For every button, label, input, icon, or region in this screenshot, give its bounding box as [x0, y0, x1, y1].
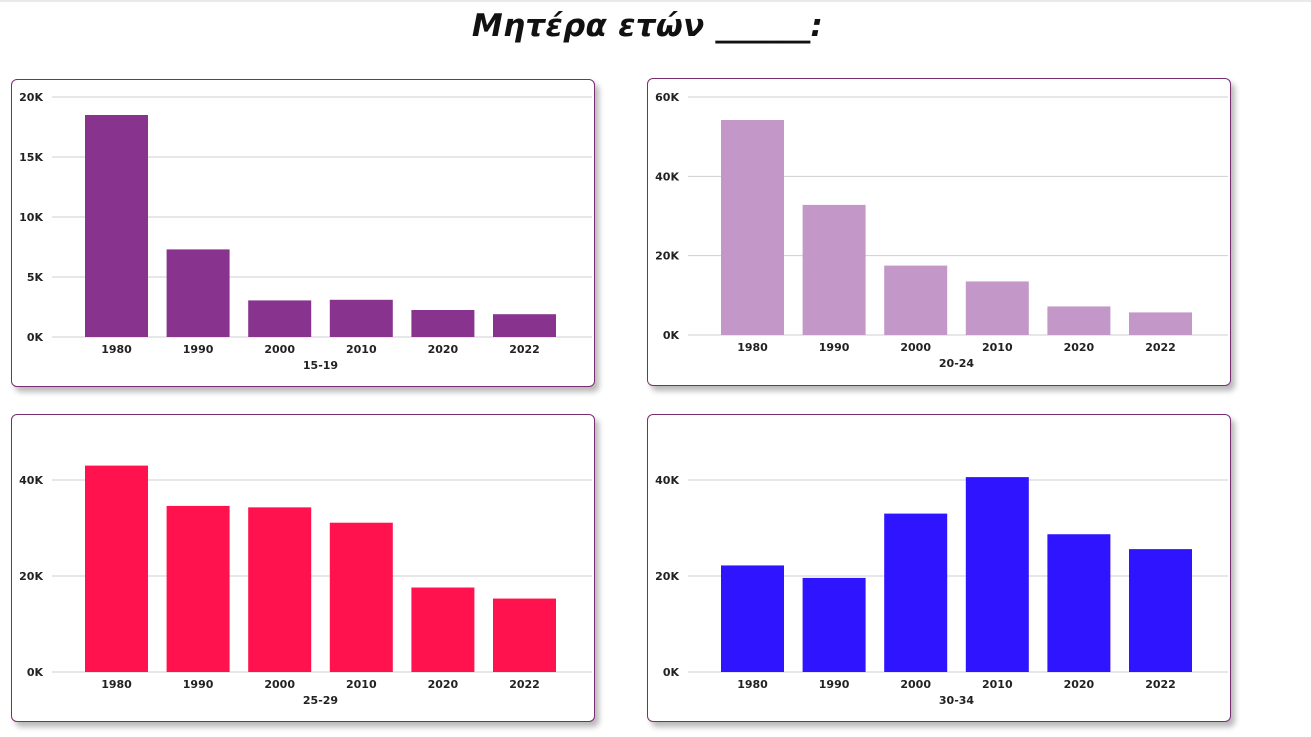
bar-2022[interactable] — [1129, 549, 1192, 672]
bar-2020[interactable] — [411, 310, 475, 337]
y-tick-label: 0K — [27, 666, 44, 679]
y-tick-label: 0K — [27, 331, 44, 344]
x-tick-label: 1980 — [101, 678, 132, 691]
x-axis-label: 25-29 — [303, 694, 338, 707]
x-tick-label: 1990 — [183, 343, 214, 356]
y-tick-label: 5K — [27, 271, 44, 284]
bar-2010[interactable] — [329, 522, 393, 672]
y-tick-label: 20K — [19, 91, 43, 104]
x-tick-label: 2000 — [264, 678, 295, 691]
x-tick-label: 2020 — [428, 343, 459, 356]
bar-2010[interactable] — [965, 477, 1029, 672]
y-tick-label: 15K — [19, 151, 43, 164]
x-tick-label: 1990 — [819, 341, 850, 354]
bar-2010[interactable] — [329, 299, 393, 337]
bar-1990[interactable] — [166, 249, 230, 337]
chart-panel-15-19: 0K 5K 10K 15K 20K 1980 1990 2000 2010 2020 2022 15-… — [11, 79, 595, 387]
x-tick-label: 1980 — [101, 343, 132, 356]
y-tick-label: 40K — [655, 474, 679, 487]
x-tick-label: 2010 — [982, 678, 1013, 691]
x-tick-label: 1990 — [183, 678, 214, 691]
bar-2000[interactable] — [248, 507, 312, 672]
y-tick-label: 0K — [663, 666, 680, 679]
y-tick-label: 0K — [663, 329, 680, 342]
y-tick-label: 20K — [19, 570, 43, 583]
bar-1990[interactable] — [802, 577, 866, 672]
bar-2020[interactable] — [1047, 534, 1111, 672]
x-tick-label: 2022 — [1145, 341, 1176, 354]
bar-chart-15-19: 0K 5K 10K 15K 20K 1980 1990 2000 2010 2020 2022 15-… — [19, 91, 592, 372]
x-tick-label: 2020 — [1064, 341, 1095, 354]
y-tick-label: 40K — [19, 474, 43, 487]
x-tick-label: 2022 — [509, 678, 540, 691]
x-axis-label: 15-19 — [303, 359, 338, 372]
bar-2020[interactable] — [1047, 306, 1111, 335]
x-tick-label: 1990 — [819, 678, 850, 691]
x-axis-label: 20-24 — [939, 357, 975, 370]
chart-panel-30-34: 0K 20K 40K 1980 1990 2000 2010 2020 2022 30-34 — [647, 414, 1231, 722]
y-tick-label: 20K — [655, 250, 679, 263]
bar-1980[interactable] — [85, 115, 148, 337]
bar-2000[interactable] — [884, 265, 948, 335]
x-tick-label: 2010 — [346, 343, 377, 356]
bar-chart-30-34: 0K 20K 40K 1980 1990 2000 2010 2020 2022 30-34 — [655, 474, 1228, 707]
x-tick-label: 2000 — [264, 343, 295, 356]
y-tick-label: 60K — [655, 91, 679, 104]
x-tick-label: 2000 — [900, 341, 931, 354]
bar-2000[interactable] — [248, 300, 312, 337]
bar-2000[interactable] — [884, 513, 948, 672]
y-tick-label: 20K — [655, 570, 679, 583]
bar-1980[interactable] — [721, 565, 784, 672]
x-axis-label: 30-34 — [939, 694, 975, 707]
bar-1980[interactable] — [721, 120, 784, 335]
x-tick-label: 2022 — [509, 343, 540, 356]
bar-1990[interactable] — [802, 204, 866, 335]
bar-2020[interactable] — [411, 587, 475, 672]
y-tick-label: 10K — [19, 211, 43, 224]
x-tick-label: 2020 — [428, 678, 459, 691]
bar-chart-25-29: 0K 20K 40K 1980 1990 2000 2010 2020 2022 25-29 — [19, 465, 592, 707]
bar-2010[interactable] — [965, 281, 1029, 335]
x-tick-label: 2000 — [900, 678, 931, 691]
x-tick-label: 2020 — [1064, 678, 1095, 691]
bar-1990[interactable] — [166, 505, 230, 672]
x-tick-label: 2010 — [982, 341, 1013, 354]
top-border — [0, 0, 1311, 2]
bar-2022[interactable] — [1129, 312, 1192, 335]
x-tick-label: 1980 — [737, 341, 768, 354]
bar-2022[interactable] — [493, 598, 556, 672]
x-tick-label: 2010 — [346, 678, 377, 691]
x-tick-label: 2022 — [1145, 678, 1176, 691]
bar-chart-20-24: 0K 20K 40K 60K 1980 1990 2000 2010 2020 2022 20-24 — [655, 91, 1228, 370]
chart-panel-20-24: 0K 20K 40K 60K 1980 1990 2000 2010 2020 2022 20-24 — [647, 78, 1231, 386]
x-tick-label: 1980 — [737, 678, 768, 691]
y-tick-label: 40K — [655, 170, 679, 183]
bar-1980[interactable] — [85, 465, 148, 672]
chart-panel-25-29: 0K 20K 40K 1980 1990 2000 2010 2020 2022 25-29 — [11, 414, 595, 722]
bar-2022[interactable] — [493, 314, 556, 337]
page-title: Μητέρα ετών ______: — [471, 8, 824, 44]
